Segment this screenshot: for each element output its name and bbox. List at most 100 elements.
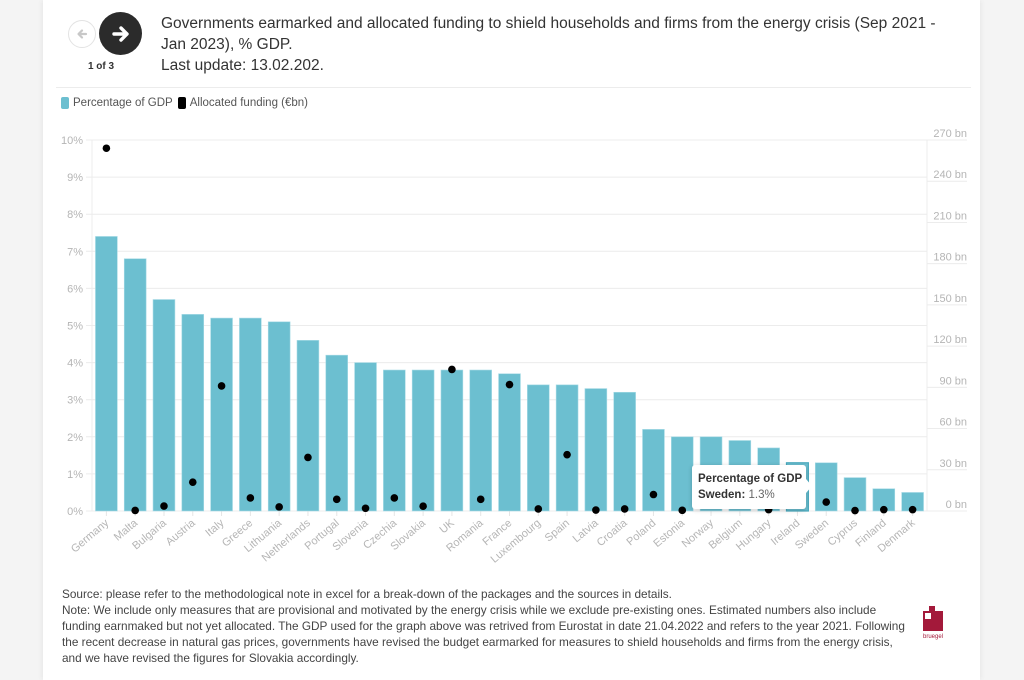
logo-small-square — [929, 606, 935, 611]
arrow-left-icon — [77, 29, 88, 39]
bar-lithuania — [267, 321, 291, 512]
dot-luxembourg — [534, 505, 543, 513]
y-right-tick-label: 90 bn — [939, 375, 967, 387]
bar-uk — [440, 369, 464, 512]
bar-latvia — [584, 388, 608, 512]
dot-romania — [476, 495, 485, 504]
x-tick-label: UK — [437, 517, 457, 536]
y-left-tick-label: 5% — [67, 321, 83, 333]
title-text: Governments earmarked and allocated fund… — [161, 15, 936, 53]
bar-slovenia — [354, 362, 377, 512]
y-right-tick-label: 150 bn — [933, 293, 967, 305]
tooltip-value: 1.3% — [748, 489, 775, 501]
bar-france — [498, 373, 521, 512]
dot-portugal — [332, 495, 341, 504]
bar-italy — [210, 317, 233, 512]
bar-malta — [123, 258, 147, 512]
dot-sweden — [822, 498, 831, 506]
dot-italy — [217, 382, 226, 390]
y-right-tick-label: 120 bn — [933, 334, 967, 346]
bar-sweden — [814, 462, 838, 512]
dot-denmark — [908, 505, 917, 514]
chart-tooltip: Percentage of GDP Sweden: 1.3% — [692, 465, 812, 509]
dot-spain — [563, 450, 571, 459]
y-left-tick-label: 9% — [67, 172, 83, 184]
legend: Percentage of GDP Allocated funding (€bn… — [61, 97, 313, 109]
legend-label: Percentage of GDP — [73, 97, 173, 109]
y-right-tick-label: 30 bn — [939, 458, 967, 470]
dot-uk — [448, 365, 456, 374]
last-update: Last update: 13.02.202. — [161, 57, 324, 74]
dot-latvia — [592, 506, 600, 514]
source-note: Source: please refer to the methodologic… — [62, 587, 672, 601]
dot-austria — [188, 478, 197, 486]
bruegel-logo[interactable]: bruegel — [919, 605, 947, 641]
dot-netherlands — [304, 453, 312, 462]
y-right-tick-label: 270 bn — [933, 128, 967, 140]
dot-lithuania — [275, 503, 283, 511]
dot-estonia — [678, 506, 687, 515]
y-left-tick-label: 0% — [67, 506, 83, 518]
bar-estonia — [671, 436, 694, 512]
legend-item-percentage[interactable]: Percentage of GDP — [61, 97, 173, 109]
bar-austria — [181, 314, 205, 512]
dot-germany — [102, 144, 111, 153]
next-chart-button[interactable] — [99, 12, 142, 55]
dot-slovenia — [361, 504, 370, 513]
footer-notes: Source: please refer to the methodologic… — [62, 586, 912, 666]
y-left-tick-label: 2% — [67, 432, 83, 444]
x-tick-label: Croatia — [595, 517, 631, 550]
bar-croatia — [613, 391, 636, 512]
bar-bulgaria — [152, 299, 176, 512]
dot-cyprus — [851, 506, 859, 515]
y-right-tick-label: 240 bn — [933, 169, 967, 181]
dot-poland — [649, 490, 658, 499]
dot-czechia — [390, 494, 399, 502]
logo-text: bruegel — [923, 634, 943, 640]
y-left-tick-label: 3% — [67, 395, 83, 407]
arrow-right-icon — [111, 25, 129, 42]
bar-slovakia — [411, 369, 435, 512]
dot-france — [505, 380, 514, 389]
bar-poland — [642, 429, 665, 512]
y-left-tick-label: 6% — [67, 283, 83, 295]
bar-netherlands — [296, 340, 320, 512]
bar-czechia — [383, 369, 406, 512]
previous-chart-button[interactable] — [68, 20, 96, 48]
y-left-tick-label: 10% — [61, 135, 83, 147]
legend-swatch-dot — [177, 97, 186, 109]
y-left-tick-label: 8% — [67, 209, 83, 221]
dot-malta — [131, 506, 139, 515]
dot-croatia — [620, 505, 629, 513]
y-right-tick-label: 180 bn — [933, 252, 967, 264]
y-left-tick-label: 4% — [67, 358, 83, 370]
x-tick-label: Austria — [164, 517, 199, 549]
legend-swatch-bar — [61, 97, 69, 109]
x-tick-label: Cyprus — [826, 517, 861, 549]
x-tick-label: Germany — [69, 517, 112, 556]
tooltip-label: Sweden: — [698, 489, 746, 501]
dot-finland — [880, 505, 888, 514]
y-right-tick-label: 210 bn — [933, 210, 967, 222]
x-tick-label: Italy — [203, 517, 227, 539]
dot-slovakia — [419, 502, 427, 510]
x-tick-label: Spain — [543, 517, 572, 544]
legend-item-funding[interactable]: Allocated funding (€bn) — [177, 97, 309, 109]
y-right-tick-label: 0 bn — [946, 499, 967, 511]
y-left-tick-label: 7% — [67, 246, 83, 258]
dot-greece — [246, 494, 255, 502]
logo-cutout — [925, 613, 931, 619]
tooltip-title: Percentage of GDP — [698, 473, 803, 485]
bar-spain — [555, 384, 579, 512]
bar-germany — [95, 236, 118, 512]
dot-bulgaria — [160, 502, 168, 510]
bar-portugal — [325, 354, 348, 512]
y-left-tick-label: 1% — [67, 469, 83, 481]
legend-label: Allocated funding (€bn) — [189, 97, 309, 109]
chart-title: Governments earmarked and allocated fund… — [161, 13, 961, 76]
bar-cyprus — [843, 477, 867, 512]
bar-greece — [239, 317, 262, 512]
bar-romania — [469, 369, 492, 512]
page-indicator: 1 of 3 — [87, 61, 115, 72]
